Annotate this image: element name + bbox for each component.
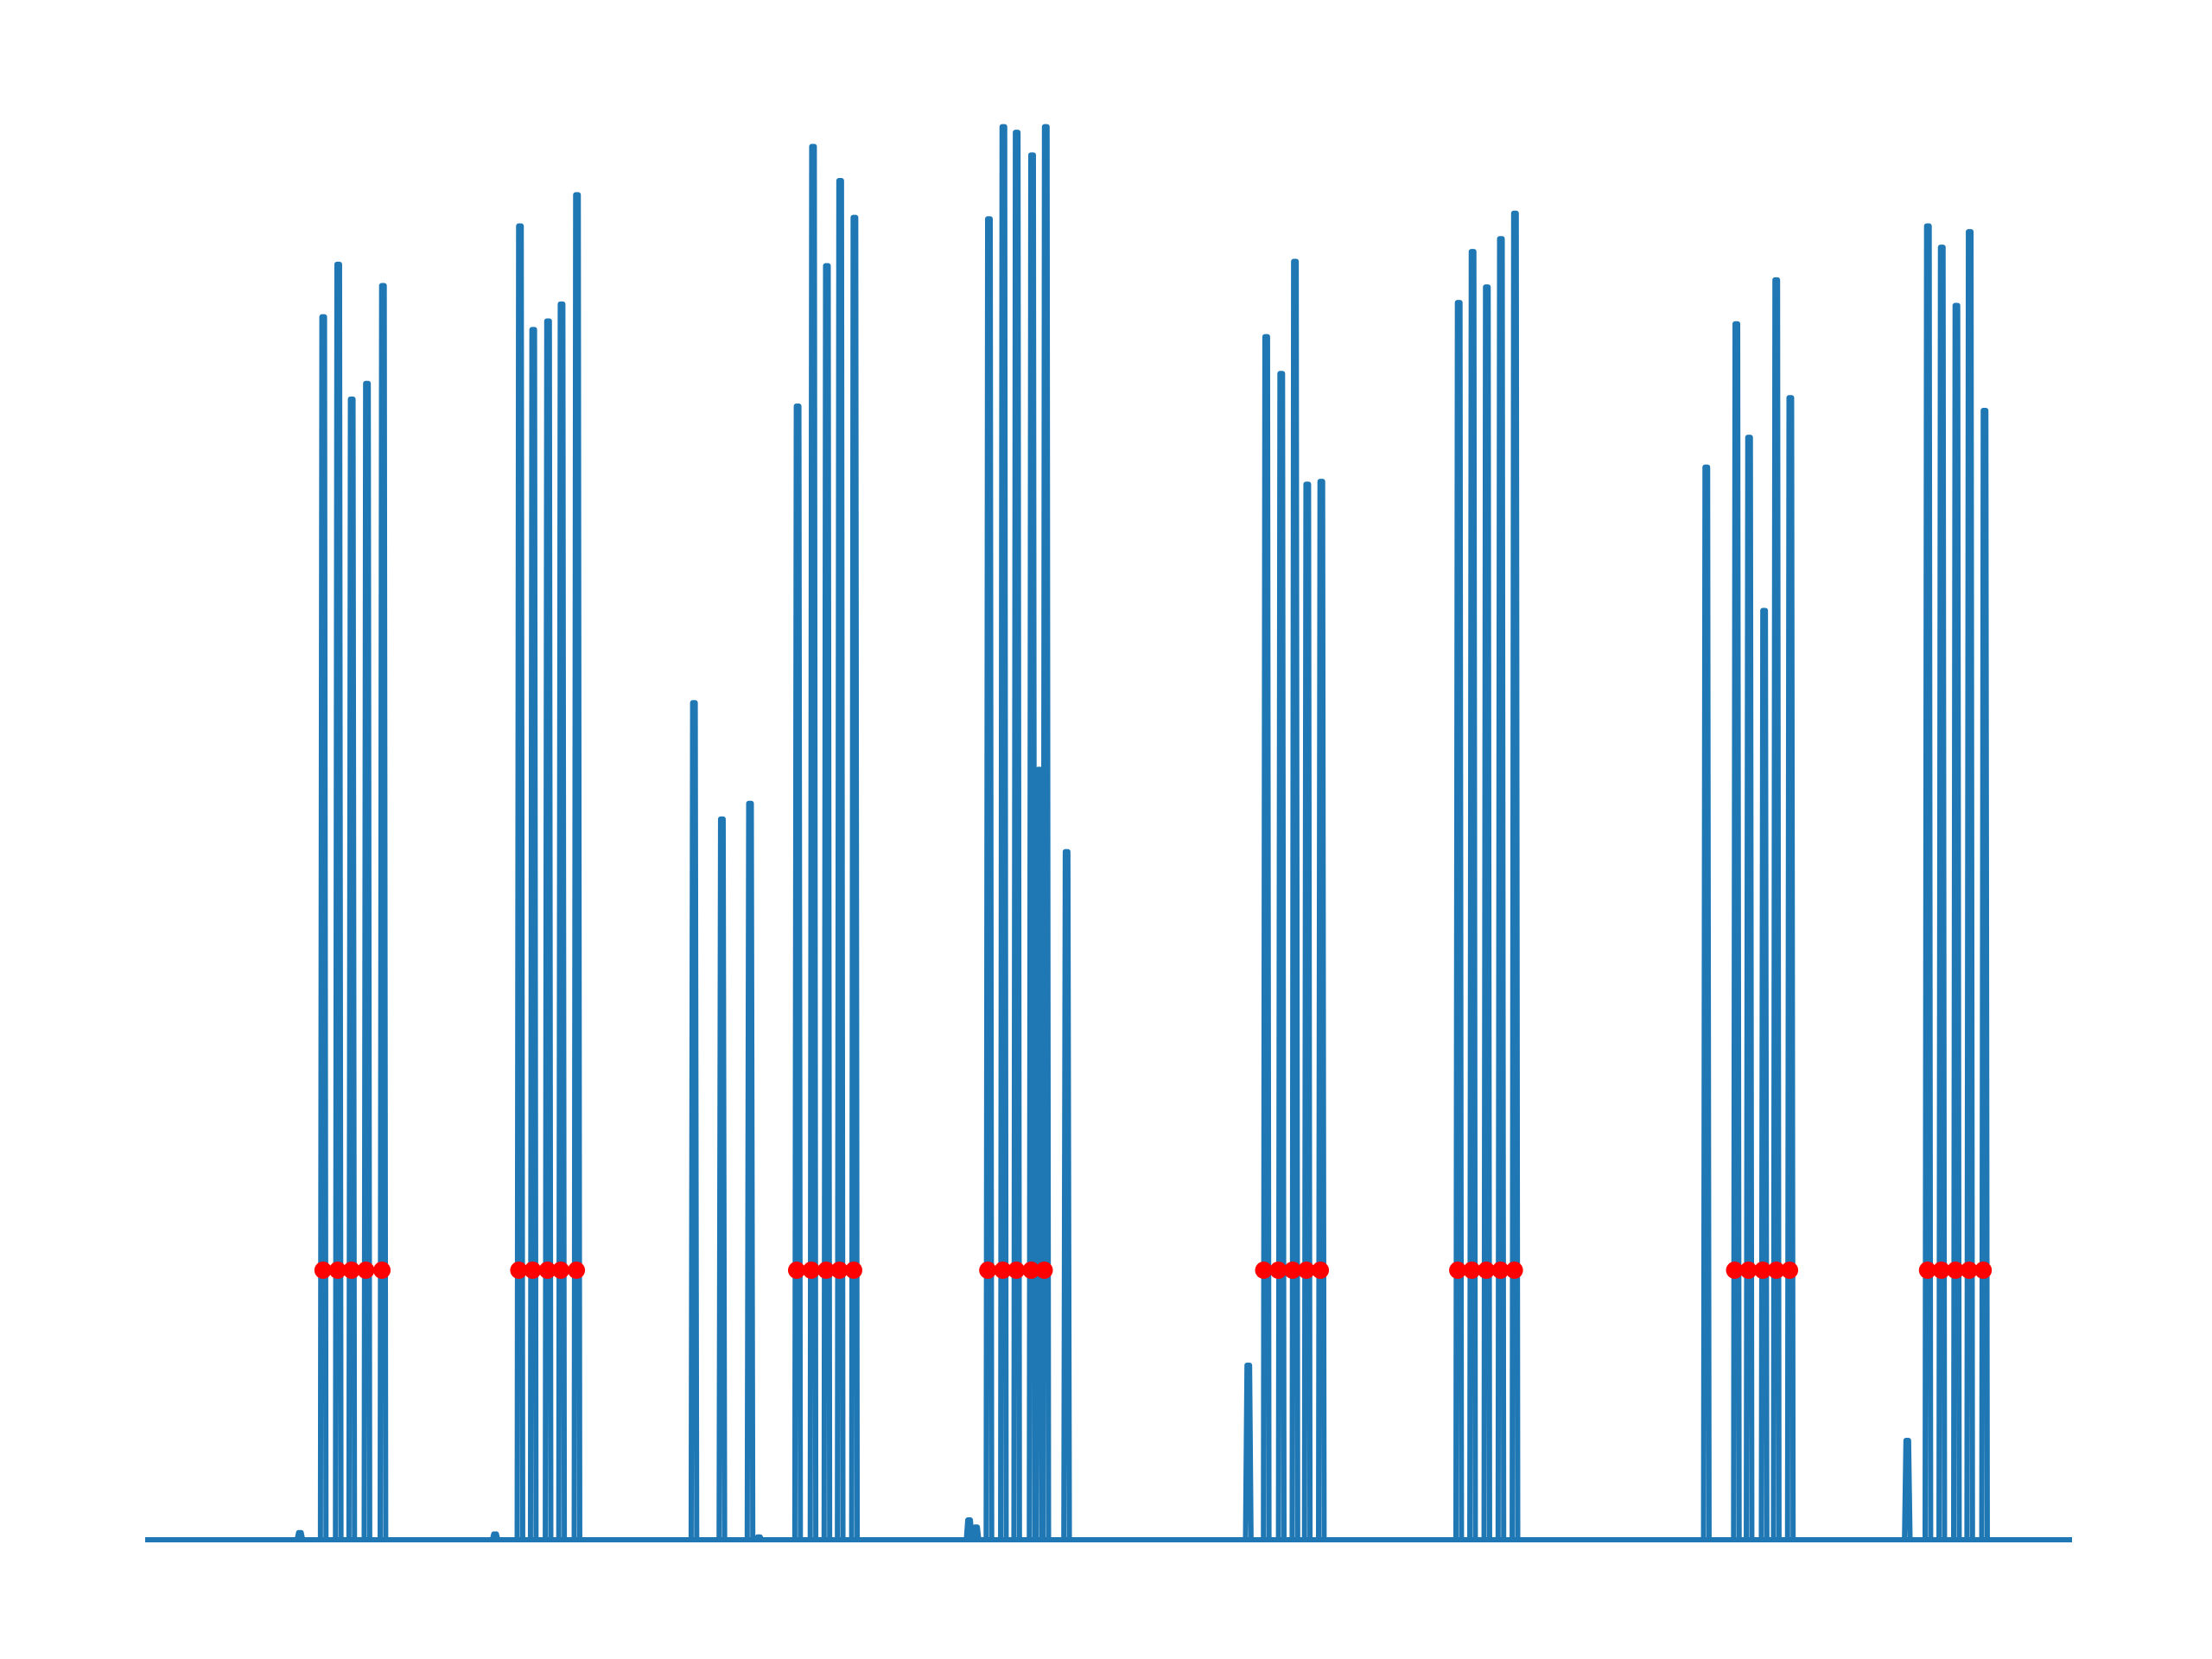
marker-point <box>787 1262 805 1280</box>
signal-pulse <box>543 318 554 1541</box>
signal-pulse <box>1275 371 1287 1541</box>
marker-point <box>844 1262 862 1280</box>
marker-point <box>1255 1262 1273 1280</box>
signal-pulse <box>1936 245 1948 1541</box>
signal-pulse <box>1758 607 1770 1541</box>
marker-point <box>817 1262 836 1280</box>
marker-point <box>1932 1262 1950 1280</box>
signal-pulse <box>571 192 582 1541</box>
signal-pulse <box>1964 229 1975 1541</box>
marker-point <box>1283 1262 1301 1280</box>
marker-point <box>510 1262 528 1280</box>
signal-pulse <box>1011 130 1022 1541</box>
signal-series <box>145 124 2072 1542</box>
signal-pulse <box>361 380 372 1541</box>
signal-pulse <box>556 301 568 1541</box>
signal-pulse <box>514 223 525 1541</box>
signal-pulse <box>1510 210 1521 1541</box>
signal-pulse <box>1784 395 1796 1541</box>
signal-pulse <box>1902 1438 1913 1541</box>
signal-pulse <box>1481 284 1492 1541</box>
marker-point <box>328 1262 346 1280</box>
signal-pulse <box>1452 300 1465 1541</box>
signal-pulse <box>807 143 819 1541</box>
signal-pulse <box>377 283 389 1541</box>
signal-pulse <box>688 700 700 1541</box>
marker-point <box>994 1262 1012 1280</box>
marker-point <box>1491 1262 1510 1280</box>
signal-pulse <box>1951 302 1962 1541</box>
marker-point <box>1767 1262 1785 1280</box>
marker-point <box>342 1262 360 1280</box>
marker-series <box>314 1262 1993 1280</box>
marker-point <box>830 1262 849 1280</box>
signal-pulse <box>346 396 358 1541</box>
signal-pulse <box>970 1524 982 1541</box>
signal-pulse <box>333 261 344 1541</box>
marker-point <box>802 1262 820 1280</box>
signal-pulse <box>1243 1363 1254 1541</box>
signal-pulse <box>489 1531 501 1541</box>
marker-point <box>1297 1262 1315 1280</box>
signal-pulse <box>1301 481 1313 1541</box>
marker-point <box>1505 1262 1523 1280</box>
signal-pulse <box>998 124 1009 1541</box>
signal-pulse <box>753 1534 765 1541</box>
signal-pulse <box>294 1529 306 1541</box>
signal-pulse <box>317 314 329 1541</box>
marker-point <box>1726 1262 1744 1280</box>
signal-pulse <box>1467 249 1478 1541</box>
signal-pulse <box>1979 407 1990 1541</box>
marker-point <box>1449 1262 1467 1280</box>
marker-point <box>1269 1262 1287 1280</box>
marker-point <box>1478 1262 1496 1280</box>
marker-point <box>1007 1262 1026 1280</box>
signal-pulse <box>1700 464 1712 1541</box>
marker-point <box>538 1262 556 1280</box>
signal-pulse <box>821 263 833 1541</box>
marker-point <box>1463 1262 1481 1280</box>
marker-point <box>552 1262 570 1280</box>
marker-point <box>568 1262 586 1280</box>
signal-pulse <box>1495 236 1507 1541</box>
marker-point <box>314 1262 332 1280</box>
signal-pulse <box>1770 276 1782 1541</box>
signal-pulse <box>1922 223 1934 1541</box>
signal-pulse <box>1061 849 1072 1541</box>
marker-point <box>1035 1262 1053 1280</box>
marker-point <box>524 1262 542 1280</box>
marker-point <box>1022 1262 1040 1280</box>
signal-pulse <box>791 404 804 1541</box>
marker-point <box>1918 1262 1936 1280</box>
marker-point <box>1754 1262 1772 1280</box>
signal-pulse <box>963 1517 975 1541</box>
signal-pulse <box>716 816 728 1541</box>
signal-pulse <box>1289 258 1300 1541</box>
marker-point <box>373 1262 391 1280</box>
signal-pulse <box>527 327 539 1541</box>
marker-point <box>1312 1262 1330 1280</box>
marker-point <box>1947 1262 1965 1280</box>
marker-point <box>357 1262 375 1280</box>
marker-point <box>979 1262 997 1280</box>
signal-pulse <box>1040 124 1052 1541</box>
signal-pulse <box>1027 152 1038 1541</box>
signal-pulse <box>835 177 846 1541</box>
signal-pulse <box>849 214 861 1541</box>
signal-pulse <box>1261 334 1272 1541</box>
marker-point <box>1781 1262 1799 1280</box>
signal-pulse <box>1731 321 1742 1541</box>
signal-pulse <box>1315 479 1327 1541</box>
signal-pulse <box>1744 435 1755 1541</box>
marker-point <box>1739 1262 1758 1280</box>
signal-pulse <box>983 216 995 1541</box>
marker-point <box>1974 1262 1993 1280</box>
signal-pulse <box>744 800 756 1541</box>
marker-point <box>1960 1262 1978 1280</box>
